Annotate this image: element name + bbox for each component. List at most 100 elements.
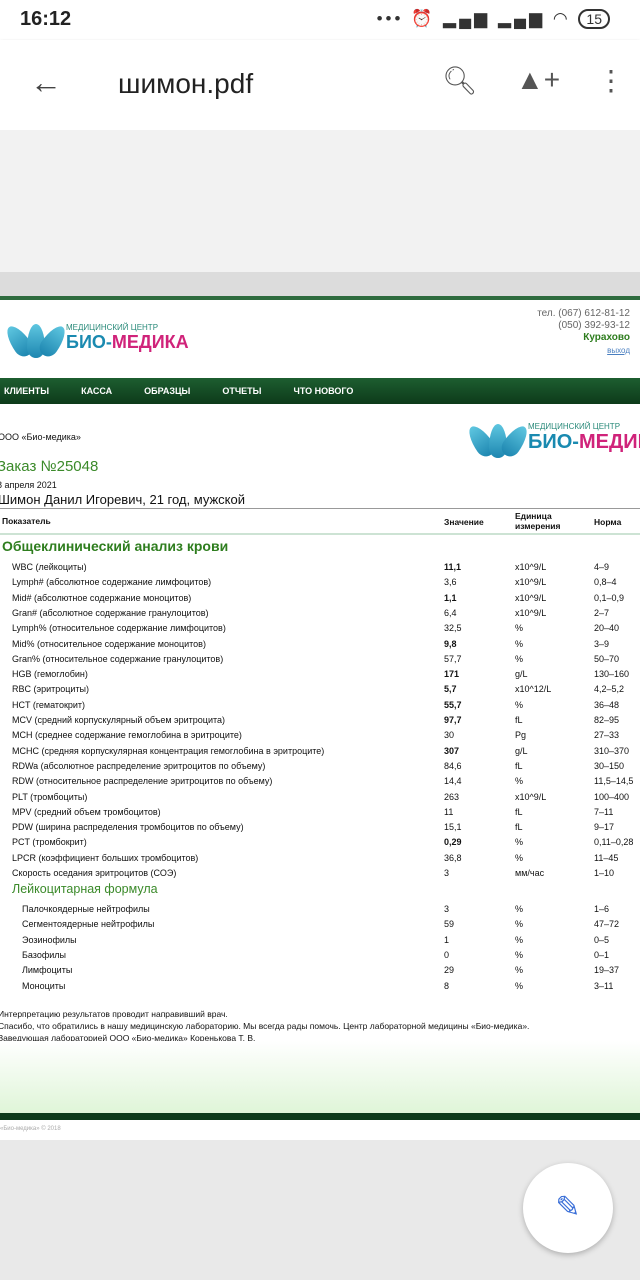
row-name: PLT (тромбоциты) [12,791,88,802]
row-name: Lymph% (относительное содержание лимфоци… [12,623,226,634]
table-row: RDW (относительное распределение эритроц… [0,775,640,790]
row-name: Gran# (абсолютное содержание гранулоцито… [12,607,209,618]
logout-link[interactable]: выход [607,346,630,355]
row-value: 5,7 [444,684,457,695]
footer-gradient [0,1041,640,1113]
table-row: RDWa (абсолютное распределение эритроцит… [0,760,640,775]
row-norm: 11–45 [594,852,619,863]
more-vertical-icon[interactable]: ⋮ [597,65,625,96]
row-norm: 130–160 [594,669,630,680]
row-value: 8 [444,980,450,991]
row-norm: 3–11 [594,980,614,991]
row-value: 11 [444,806,454,817]
row-name: RBC (эритроциты) [12,684,90,695]
row-norm: 0,8–4 [594,577,617,588]
table-row: Mid% (относительное содержание моноцитов… [0,638,640,653]
row-name: WBC (лейкоциты) [12,562,87,572]
back-arrow-icon[interactable]: ← [30,64,62,100]
table-row: Лимфоциты 29% 19–37 [0,964,640,979]
row-norm: 1–6 [594,904,610,914]
row-name: MPV (средний объем тромбоцитов) [12,806,161,817]
top-line [0,296,640,300]
status-bar: 16:12 ••• ⏰ ▂▄▆ ▂▄▆ ◠ 15 [0,0,640,40]
note-line: Интерпретацию результатов проводит напра… [0,1009,228,1019]
row-unit: % [515,934,524,945]
row-unit: fL [515,822,523,833]
table-row: MCH (среднее содержание гемоглобина в эр… [0,729,640,744]
nav-whats-new[interactable]: ЧТО НОВОГО [293,386,354,396]
row-value: 55,7 [444,699,462,710]
row-norm: 0,1–0,9 [594,592,625,603]
row-unit: % [515,699,524,710]
table-row: PDW (ширина распределения тромбоцитов по… [0,821,640,836]
row-name: Mid# (абсолютное содержание моноцитов) [12,592,192,603]
row-value: 0,29 [444,837,462,848]
nav-samples[interactable]: ОБРАЗЦЫ [144,386,191,396]
nav-cash[interactable]: КАССА [81,386,113,396]
search-document-icon[interactable]: 🔍︎ [442,65,478,96]
row-unit: % [515,980,524,991]
row-norm: 0–1 [594,949,610,960]
row-unit: мм/час [515,868,545,878]
row-norm: 3–9 [594,638,610,649]
row-name: MCHC (средняя корпускулярная концентраци… [12,745,325,756]
phone-2: (050) 392-93-12 [558,320,630,331]
drive-add-icon[interactable]: ▲+ [516,64,561,95]
section-leukogram-title: Лейкоцитарная формула [12,882,158,896]
row-name: Mid% (относительное содержание моноцитов… [12,638,206,649]
row-unit: % [515,638,524,649]
logo-name: БИО-МЕДИКА [528,431,640,453]
divider [0,508,640,509]
row-value: 1,1 [444,592,457,603]
row-value: 6,4 [444,607,457,618]
table-row: HGB (гемоглобин) 171 g/L 130–160 [0,668,640,683]
row-unit: % [515,623,524,634]
row-unit: % [515,653,524,664]
table-row: Lymph% (относительное содержание лимфоци… [0,622,640,637]
row-value: 307 [444,745,460,756]
row-value: 9,8 [444,638,457,649]
nav-reports[interactable]: ОТЧЕТЫ [222,386,262,396]
row-norm: 4–9 [594,562,610,572]
logo-subtitle: МЕДИЦИНСКИЙ ЦЕНТР [528,422,621,431]
row-unit: x10^9/L [515,562,547,572]
viewer-band [0,272,640,296]
notes: Интерпретацию результатов проводит напра… [0,1008,529,1044]
row-norm: 1–10 [594,868,615,878]
row-value: 14,4 [444,776,462,787]
row-norm: 50–70 [594,653,620,664]
pdf-page[interactable]: МЕДИЦИНСКИЙ ЦЕНТР БИО-МЕДИКА тел. (067) 6… [0,296,640,1140]
tel-label: тел. [537,308,556,319]
table-row: WBC (лейкоциты) 11,1 x10^9/L 4–9 [0,561,640,576]
row-name: RDWa (абсолютное распределение эритроцит… [12,760,266,771]
note-line: Заведующая лабораторией ООО «Био-медика»… [0,1033,256,1043]
col-name: Показатель [2,516,51,526]
row-name: MCV (средний корпускулярный объем эритро… [12,715,225,725]
row-norm: 9–17 [594,822,615,833]
logo-name: БИО-МЕДИКА [66,332,189,352]
table-row: Gran% (относительное содержание гранулоц… [0,653,640,668]
row-name: RDW (относительное распределение эритроц… [12,776,273,787]
row-name: Lymph# (абсолютное содержание лимфоцитов… [12,577,212,588]
row-norm: 20–40 [594,623,620,634]
table-row: PCT (тромбокрит) 0,29% 0,11–0,28 [0,836,640,851]
row-norm: 310–370 [594,745,630,756]
row-name: LPCR (коэффициент больших тромбоцитов) [12,852,199,863]
viewer-background [0,130,640,272]
table-row: Сегментоядерные нейтрофилы 59% 47–72 [0,918,640,933]
document-title: шимон.pdf [118,68,254,99]
row-norm: 100–400 [594,791,630,802]
row-norm: 19–37 [594,965,620,976]
nav-clients[interactable]: КЛИЕНТЫ [4,386,50,396]
app-bar: ← шимон.pdf 🔍︎ ▲+ ⋮ [0,40,640,130]
row-name: Палочкоядерные нейтрофилы [22,904,150,914]
row-unit: % [515,776,524,787]
row-value: 0 [444,949,450,960]
row-name: Скорость оседания эритроцитов (СОЭ) [12,868,177,878]
row-name: Эозинофилы [22,934,77,945]
row-unit: fL [515,806,523,817]
edit-button[interactable]: ✎ [523,1163,613,1253]
row-unit: % [515,919,524,930]
row-unit: x10^9/L [515,791,547,802]
